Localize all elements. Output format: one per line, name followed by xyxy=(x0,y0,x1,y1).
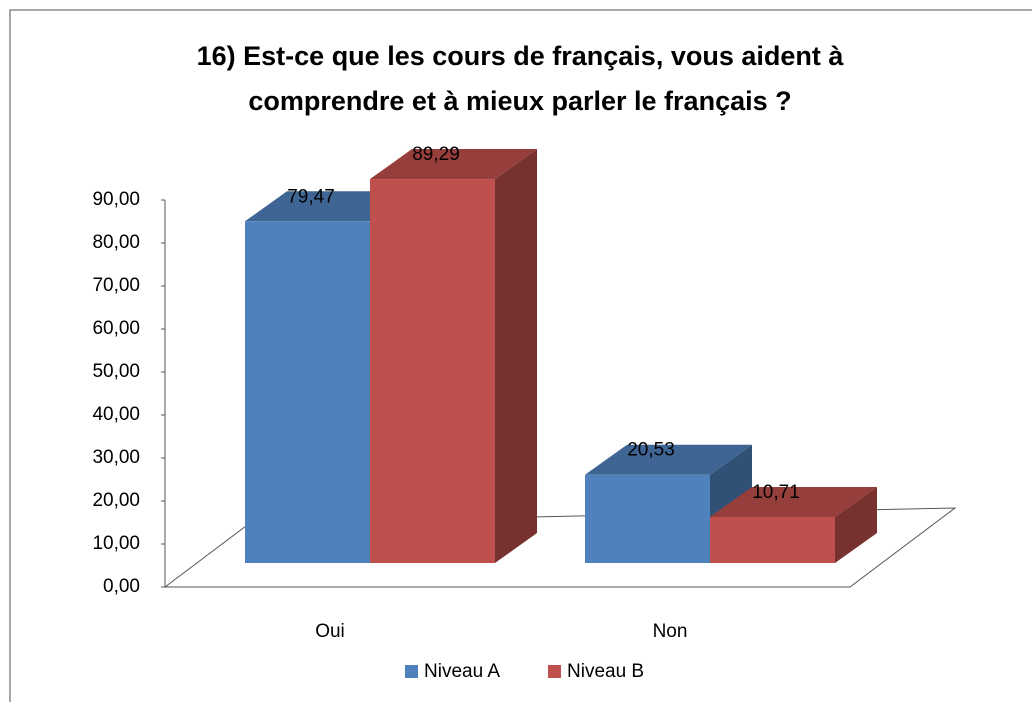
y-tick-label: 90,00 xyxy=(92,189,140,210)
x-tick-label: Non xyxy=(653,621,688,642)
y-tick-label: 60,00 xyxy=(92,318,140,339)
bar xyxy=(370,179,495,564)
bar xyxy=(585,474,710,563)
bar xyxy=(710,516,835,563)
bar-side xyxy=(495,149,537,564)
legend-label: Niveau A xyxy=(424,661,500,682)
y-tick-label: 30,00 xyxy=(92,447,140,468)
legend-label: Niveau B xyxy=(567,661,644,682)
x-tick-label: Oui xyxy=(315,621,345,642)
chart-frame xyxy=(9,9,1032,702)
chart-title: 16) Est-ce que les cours de français, vo… xyxy=(196,41,844,116)
bar xyxy=(245,221,370,564)
y-tick-label: 70,00 xyxy=(92,275,140,296)
y-tick-label: 20,00 xyxy=(92,490,140,511)
data-label: 89,29 xyxy=(412,144,460,165)
y-tick-label: 50,00 xyxy=(92,361,140,382)
data-label: 10,71 xyxy=(752,482,800,503)
bar-top xyxy=(370,149,537,180)
floor xyxy=(163,507,957,588)
y-tick-label: 10,00 xyxy=(92,533,140,554)
bar-top xyxy=(585,444,752,475)
legend-swatch xyxy=(405,665,418,678)
y-tick-label: 40,00 xyxy=(92,404,140,425)
data-label: 79,47 xyxy=(287,186,335,207)
bar-side xyxy=(835,486,877,563)
data-label: 20,53 xyxy=(627,440,675,461)
y-tick-label: 0,00 xyxy=(103,576,140,597)
bar-top xyxy=(710,486,877,517)
legend-swatch xyxy=(548,665,561,678)
y-tick-label: 80,00 xyxy=(92,232,140,253)
